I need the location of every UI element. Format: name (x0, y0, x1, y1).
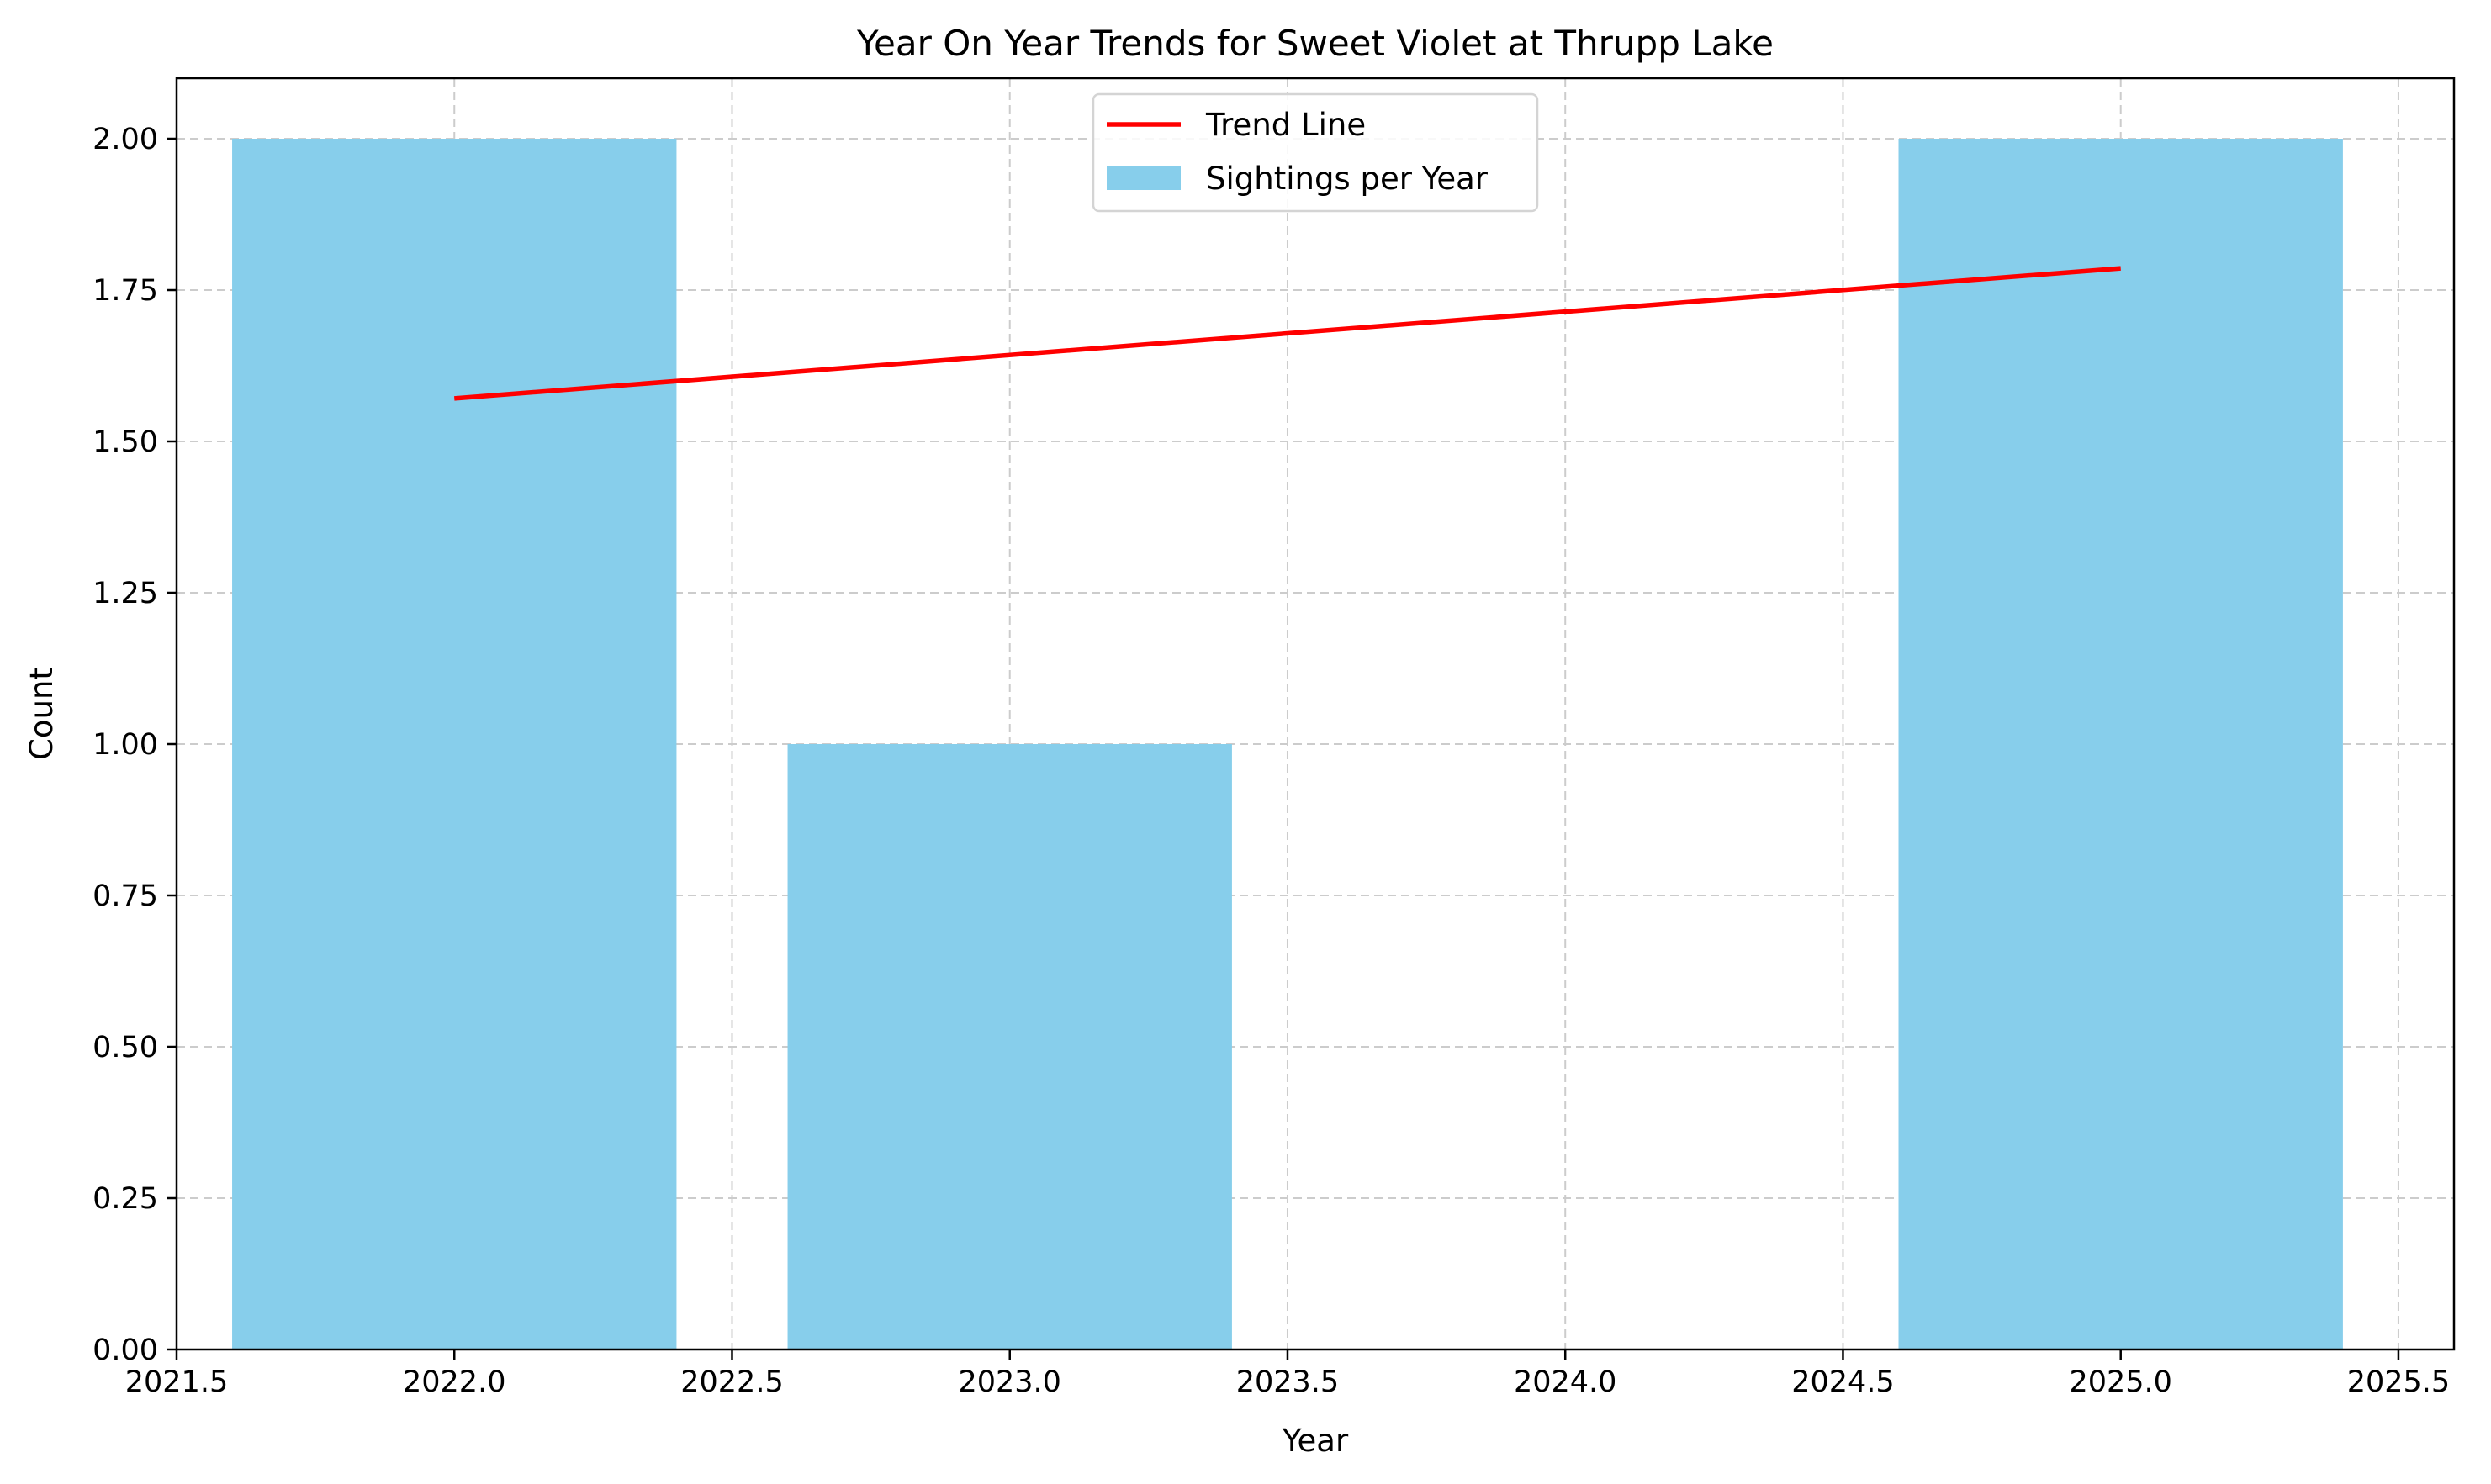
x-axis-ticks: 2021.5 2022.0 2022.5 2023.0 2023.5 2024.0 2024… (125, 1349, 2450, 1399)
legend-sightings-label: Sightings per Year (1206, 161, 1489, 197)
x-tick-label-8: 2025.5 (2347, 1365, 2450, 1399)
x-tick-label-6: 2024.5 (1791, 1365, 1894, 1399)
y-tick-label-7: 1.75 (93, 274, 158, 308)
y-tick-label-3: 0.75 (93, 879, 158, 913)
y-tick-label-1: 0.25 (93, 1182, 158, 1216)
x-tick-label-7: 2025.0 (2069, 1365, 2171, 1399)
x-tick-label-0: 2021.5 (125, 1365, 228, 1399)
bars (232, 139, 2343, 1349)
x-tick-label-5: 2024.0 (1514, 1365, 1616, 1399)
x-tick-label-4: 2023.5 (1236, 1365, 1339, 1399)
x-tick-label-1: 2022.0 (403, 1365, 505, 1399)
y-axis-ticks: 0.00 0.25 0.50 0.75 1.00 1.25 1.50 1.75 2.00 (93, 123, 177, 1367)
plot-frame (175, 77, 2456, 1351)
x-tick-label-3: 2023.0 (958, 1365, 1060, 1399)
legend: Trend Line Sightings per Year (1092, 92, 1539, 213)
bar-2022 (232, 139, 677, 1349)
legend-sightings-swatch (1107, 166, 1181, 190)
y-tick-label-5: 1.25 (93, 577, 158, 610)
y-tick-label-4: 1.00 (93, 728, 158, 762)
y-axis-label: Count (24, 668, 60, 760)
y-tick-label-8: 2.00 (93, 123, 158, 156)
chart-title: Year On Year Trends for Sweet Violet at … (856, 23, 1774, 64)
trend-line-group (454, 266, 2121, 401)
legend-box (1092, 92, 1539, 213)
trend-line (454, 266, 2121, 401)
y-tick-label-0: 0.00 (93, 1333, 158, 1367)
x-tick-label-2: 2022.5 (680, 1365, 783, 1399)
y-tick-label-6: 1.50 (93, 425, 158, 459)
y-tick-label-2: 0.50 (93, 1031, 158, 1064)
legend-trend-line-label: Trend Line (1205, 107, 1366, 143)
bar-2025 (1898, 139, 2343, 1349)
x-axis-label: Year (1282, 1423, 1349, 1459)
bar-2023 (787, 744, 1232, 1349)
